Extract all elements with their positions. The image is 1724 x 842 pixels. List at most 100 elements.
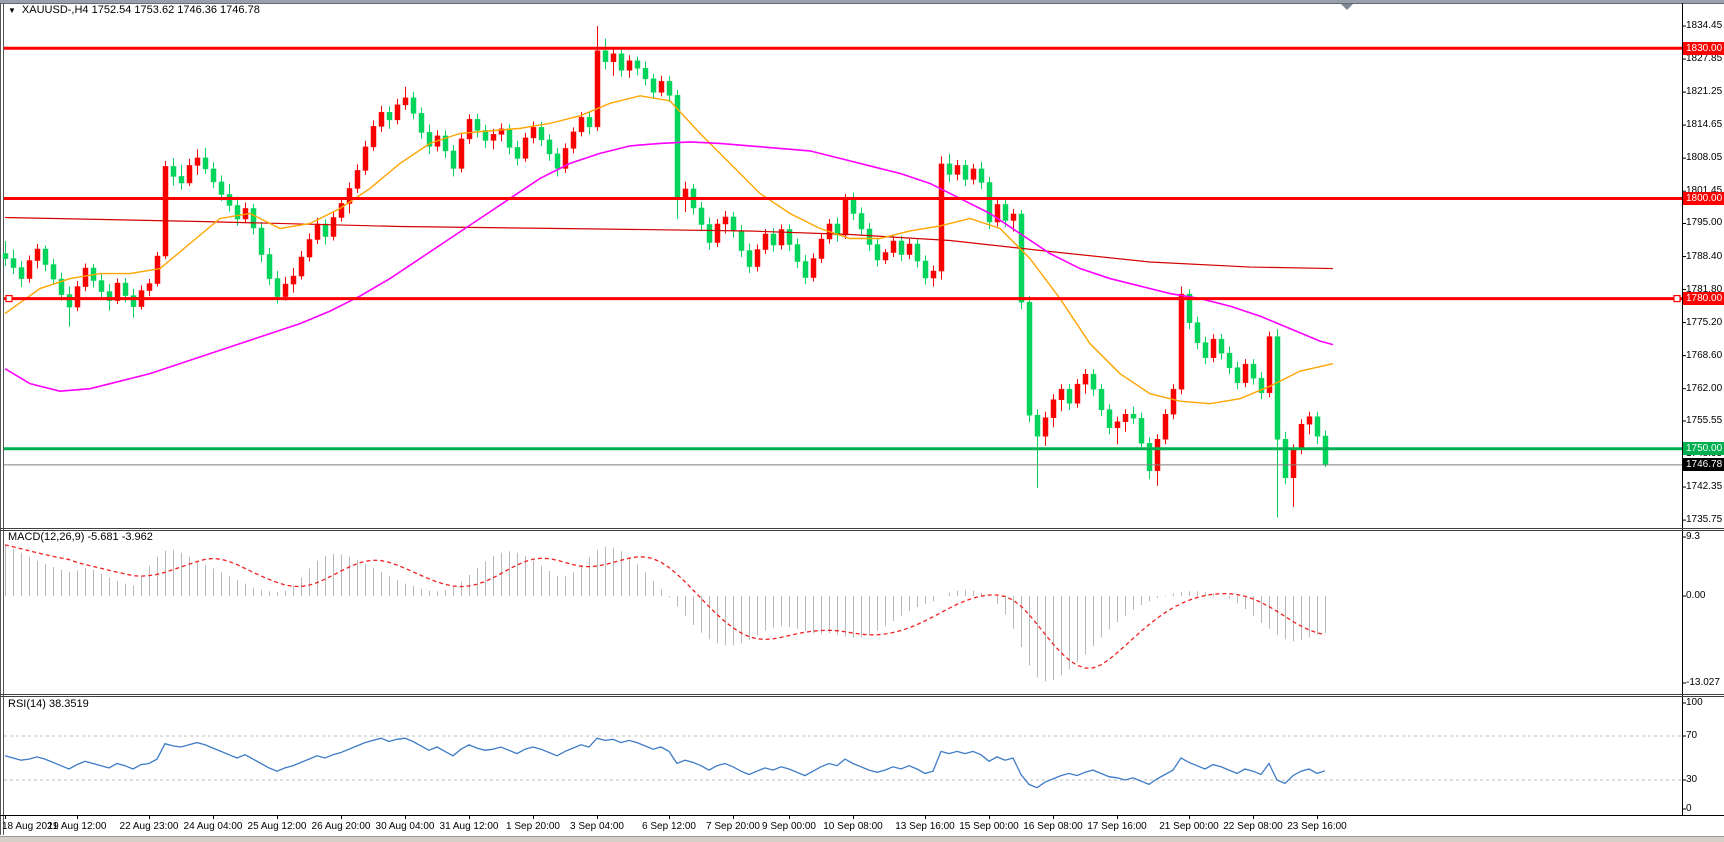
ma-darkred-line	[4, 216, 1334, 270]
candle-body	[970, 168, 977, 180]
candle-body	[66, 294, 73, 308]
candle-body	[1194, 322, 1201, 343]
price-tick-label: 1742.35	[1686, 481, 1723, 493]
candle-body	[994, 204, 1001, 223]
candle-body	[1146, 443, 1153, 472]
candle-body	[642, 68, 649, 80]
ma-magenta-line	[4, 141, 1334, 392]
candle-body	[1290, 449, 1297, 479]
candle-body	[506, 128, 513, 148]
symbol-ohlc-title: XAUUSD-,H4 1752.54 1753.62 1746.36 1746.…	[21, 4, 260, 16]
candle-body	[1002, 204, 1009, 221]
price-tick-label: 1788.40	[1686, 250, 1723, 262]
candle-body	[1130, 413, 1137, 419]
time-tick-label: 17 Sep 16:00	[1087, 821, 1147, 832]
candle-body	[178, 176, 185, 184]
candle-body	[162, 166, 169, 257]
candle-body	[738, 230, 745, 251]
candle-body	[562, 148, 569, 169]
candle-body	[906, 243, 913, 255]
candle-body	[282, 283, 289, 297]
candle-body	[1018, 213, 1025, 303]
candle-body	[314, 223, 321, 240]
candle-body	[946, 163, 953, 175]
candle-body	[770, 233, 777, 246]
candle-body	[1226, 352, 1233, 368]
candle-body	[810, 258, 817, 278]
candle-body	[978, 168, 985, 183]
level-line-endpoint[interactable]	[5, 294, 13, 303]
candle-body	[378, 112, 385, 127]
candle-body	[10, 258, 17, 268]
window-top-edge	[0, 0, 1724, 3]
candle-body	[954, 165, 961, 175]
candle-body	[706, 224, 713, 243]
time-tick-label: 9 Sep 00:00	[762, 821, 816, 832]
candle-body	[578, 117, 585, 133]
candle-body	[458, 138, 465, 169]
candle-body	[986, 182, 993, 223]
candle-body	[2, 253, 9, 259]
candle-body	[274, 278, 281, 297]
scroll-to-end-marker-icon[interactable]	[1341, 4, 1353, 10]
time-tick-label: 16 Sep 08:00	[1023, 821, 1083, 832]
macd-tick-label: -13.027	[1686, 677, 1720, 688]
candle-body	[1250, 363, 1257, 379]
candle-body	[1178, 293, 1185, 390]
candle-body	[370, 126, 377, 148]
candle-body	[890, 240, 897, 253]
candle-body	[746, 250, 753, 267]
candle-body	[1282, 438, 1289, 479]
price-tick-label: 1781.80	[1686, 283, 1723, 295]
time-tick-label: 22 Sep 08:00	[1223, 821, 1283, 832]
candle-body	[778, 229, 785, 246]
candle-body	[1114, 421, 1121, 428]
candle-body	[194, 157, 201, 166]
symbol-dropdown-icon[interactable]: ▼	[8, 5, 16, 15]
candle-body	[1274, 336, 1281, 440]
macd-signal-line	[4, 544, 1326, 669]
price-tick-label: 1827.85	[1686, 53, 1723, 65]
time-tick-label: 10 Sep 08:00	[823, 821, 883, 832]
candle-body	[26, 260, 33, 279]
candle-body	[842, 199, 849, 236]
candle-body	[1106, 409, 1113, 428]
time-tick-label: 7 Sep 20:00	[706, 821, 760, 832]
candle-body	[218, 181, 225, 195]
candle-body	[1234, 367, 1241, 383]
candle-body	[1058, 388, 1065, 400]
candle-body	[362, 146, 369, 171]
candle-body	[570, 131, 577, 149]
candle-body	[850, 199, 857, 214]
time-tick-label: 13 Sep 16:00	[895, 821, 955, 832]
candle-body	[546, 139, 553, 155]
candle-body	[498, 128, 505, 135]
candle-body	[490, 134, 497, 141]
candle-body	[1074, 383, 1081, 404]
rsi-indicator-label: RSI(14) 38.3519	[8, 698, 89, 710]
candle-body	[1050, 399, 1057, 418]
candle-body	[874, 244, 881, 261]
candle-body	[298, 256, 305, 277]
price-tick-label: 1814.65	[1686, 119, 1723, 131]
time-tick-label: 18 Aug 2021	[2, 821, 59, 832]
candle-body	[1322, 435, 1329, 466]
time-tick-label: 21 Sep 00:00	[1159, 821, 1219, 832]
candle-body	[450, 150, 457, 169]
level-price-box-1780.00: 1780.00	[1683, 292, 1724, 306]
candle-body	[266, 254, 273, 279]
candle-body	[538, 127, 545, 141]
candle-body	[394, 104, 401, 121]
candle-body	[762, 233, 769, 250]
candle-body	[1090, 373, 1097, 390]
candle-body	[698, 207, 705, 225]
candle-body	[1210, 338, 1217, 358]
candle-body	[602, 50, 609, 63]
price-tick-label: 1808.05	[1686, 152, 1723, 164]
candle-body	[1306, 416, 1313, 425]
candle-body	[914, 243, 921, 262]
price-tick-label: 1768.60	[1686, 349, 1723, 361]
candle-body	[1154, 438, 1161, 472]
level-line-endpoint[interactable]	[1673, 294, 1681, 303]
